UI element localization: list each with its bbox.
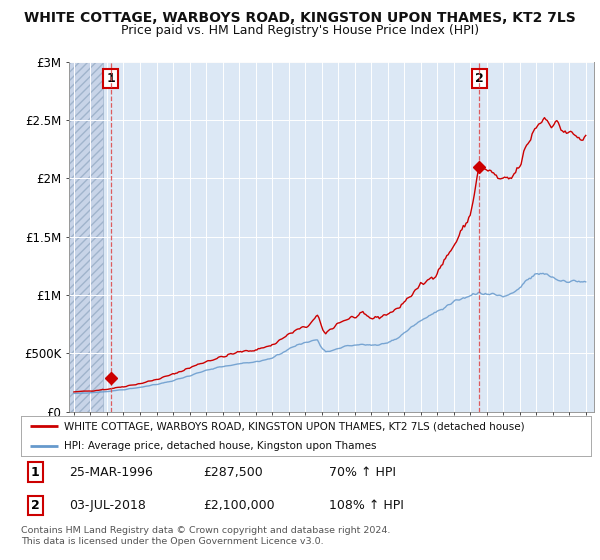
Text: 03-JUL-2018: 03-JUL-2018 <box>70 499 146 512</box>
Text: 2: 2 <box>31 499 40 512</box>
Text: HPI: Average price, detached house, Kingston upon Thames: HPI: Average price, detached house, King… <box>64 441 376 451</box>
Text: 1: 1 <box>106 72 115 85</box>
Text: £2,100,000: £2,100,000 <box>203 499 275 512</box>
Text: WHITE COTTAGE, WARBOYS ROAD, KINGSTON UPON THAMES, KT2 7LS: WHITE COTTAGE, WARBOYS ROAD, KINGSTON UP… <box>24 11 576 25</box>
Text: 2: 2 <box>475 72 484 85</box>
Text: 1: 1 <box>31 465 40 479</box>
Text: Contains HM Land Registry data © Crown copyright and database right 2024.
This d: Contains HM Land Registry data © Crown c… <box>21 526 391 546</box>
Text: £287,500: £287,500 <box>203 465 263 479</box>
Text: 25-MAR-1996: 25-MAR-1996 <box>70 465 154 479</box>
Text: 108% ↑ HPI: 108% ↑ HPI <box>329 499 404 512</box>
Text: Price paid vs. HM Land Registry's House Price Index (HPI): Price paid vs. HM Land Registry's House … <box>121 24 479 36</box>
Text: WHITE COTTAGE, WARBOYS ROAD, KINGSTON UPON THAMES, KT2 7LS (detached house): WHITE COTTAGE, WARBOYS ROAD, KINGSTON UP… <box>64 421 524 431</box>
Text: 70% ↑ HPI: 70% ↑ HPI <box>329 465 396 479</box>
